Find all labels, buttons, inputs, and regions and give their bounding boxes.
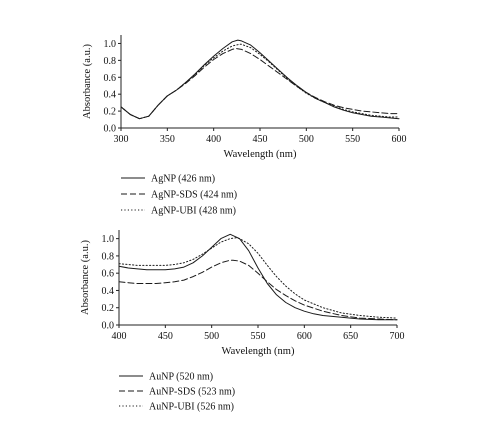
x-tick-label: 300 — [114, 134, 129, 145]
y-tick-label: 0.4 — [102, 286, 115, 297]
y-tick-label: 0.6 — [104, 73, 117, 84]
y-tick-label: 1.0 — [104, 39, 117, 50]
silver-nanoparticle-absorbance-chart: 300 350 400 450 500 550 600 0.0 0.2 0.4 0.6 0.8 1.0 W… — [82, 35, 407, 160]
x-tick-label: 350 — [160, 134, 175, 145]
legend-label: AuNP (520 nm) — [149, 372, 213, 383]
x-tick-label: 450 — [158, 331, 173, 342]
series-line-solid — [118, 233, 398, 321]
y-tick-label: 0.4 — [104, 90, 117, 101]
series-line-dashed — [120, 48, 400, 120]
y-tick-label: 0.0 — [102, 321, 115, 332]
x-tick-label: 700 — [390, 331, 405, 342]
x-tick-label: 550 — [345, 134, 360, 145]
x-tick-label: 550 — [251, 331, 266, 342]
y-tick-label: 0.2 — [102, 303, 115, 314]
y-axis-title: Absorbance (a.u.) — [82, 44, 93, 119]
x-axis-title: Wavelength (nm) — [222, 346, 295, 357]
legend-label: AuNP-SDS (523 nm) — [149, 387, 235, 398]
y-tick-label: 0.2 — [104, 107, 117, 118]
legend-label: AgNP-UBI (428 nm) — [151, 206, 236, 217]
x-tick-label: 650 — [343, 331, 358, 342]
y-axis-title: Absorbance (a.u.) — [80, 240, 91, 315]
series-line-dotted — [118, 237, 398, 319]
legend-label: AgNP (426 nm) — [151, 174, 215, 185]
series-line-solid — [120, 39, 400, 120]
x-tick-label: 500 — [204, 331, 219, 342]
y-tick-label: 0.8 — [104, 56, 117, 67]
x-tick-label: 600 — [297, 331, 312, 342]
y-tick-label: 0.8 — [102, 251, 115, 262]
legend-label: AuNP-UBI (526 nm) — [149, 402, 234, 413]
x-tick-label: 600 — [392, 134, 407, 145]
y-tick-label: 0.6 — [102, 269, 115, 280]
series-line-dotted — [120, 43, 400, 120]
x-tick-label: 450 — [253, 134, 268, 145]
y-tick-label: 1.0 — [102, 234, 115, 245]
legend-label: AgNP-SDS (424 nm) — [151, 190, 237, 201]
silver-nanoparticle-legend: AgNP (426 nm) AgNP-SDS (424 nm) AgNP-UBI (… — [121, 174, 237, 217]
x-tick-label: 400 — [206, 134, 221, 145]
x-axis-title: Wavelength (nm) — [224, 149, 297, 160]
series-line-dashed — [118, 259, 398, 321]
x-tick-label: 400 — [112, 331, 127, 342]
y-tick-label: 0.0 — [104, 124, 117, 135]
x-tick-label: 500 — [299, 134, 314, 145]
gold-nanoparticle-absorbance-chart: 400 450 500 550 600 650 700 0.0 0.2 0.4 0.6 0.8 1.0 W… — [80, 230, 405, 357]
gold-nanoparticle-legend: AuNP (520 nm) AuNP-SDS (523 nm) AuNP-UBI (… — [119, 372, 235, 413]
